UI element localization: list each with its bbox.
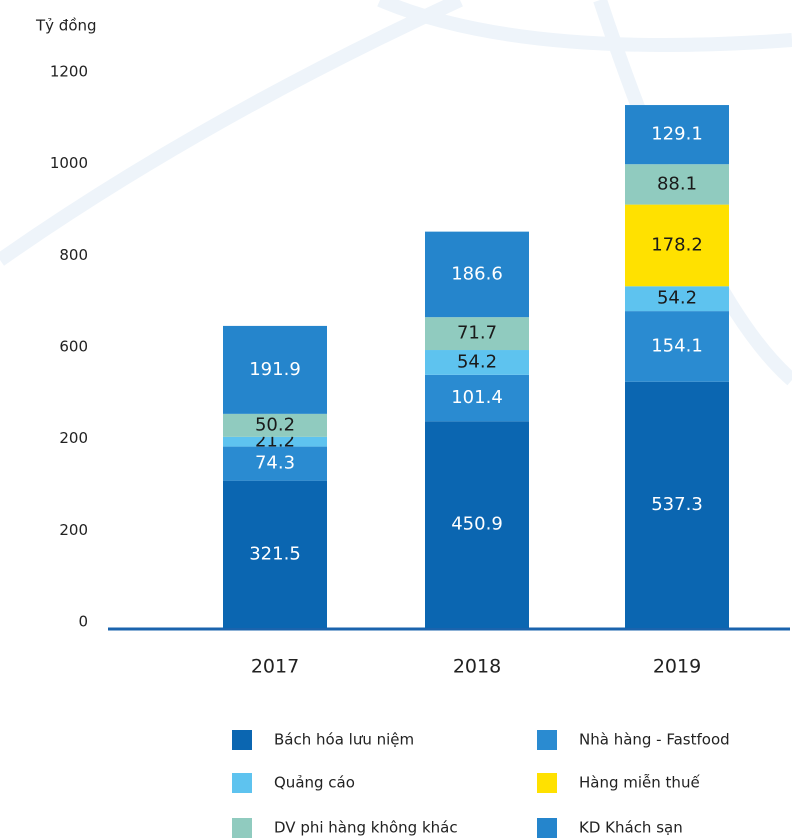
bar-segment [625,381,729,628]
y-tick-label: 0 [78,613,88,631]
bar-segment [425,374,529,422]
bar-segment [223,436,327,447]
plot: 0200200600800100012002017321.574.321.250… [50,63,790,838]
y-tick-label: 1200 [50,63,88,81]
value-label: 101.4 [451,387,503,408]
bar-segment [223,413,327,437]
value-label: 71.7 [457,323,497,344]
bar-segment [223,480,327,628]
legend-label: Hàng miễn thuế [579,774,700,792]
legend-label: DV phi hàng không khác [274,819,458,837]
bar-segment [223,325,327,414]
legend-label: Quảng cáo [274,774,355,792]
bar-segment [625,286,729,312]
bar-segment [625,311,729,382]
value-label: 129.1 [651,124,703,145]
y-tick-label: 200 [59,521,88,539]
bar-segment [425,350,529,375]
bar-segment [425,421,529,628]
legend-label: Bách hóa lưu niệm [274,731,414,749]
legend-label: KD Khách sạn [579,819,683,837]
legend-swatch [232,730,252,750]
bar-segment [625,204,729,287]
value-label: 537.3 [651,494,703,515]
value-label: 88.1 [657,173,697,194]
value-label: 186.6 [451,263,503,284]
x-tick-label: 2018 [453,656,501,678]
value-label: 154.1 [651,335,703,356]
value-label: 54.2 [457,351,497,372]
x-tick-label: 2017 [251,656,299,678]
value-label: 50.2 [255,414,295,435]
legend-label: Nhà hàng - Fastfood [579,731,730,749]
legend-swatch [537,730,557,750]
bar-segment [425,317,529,351]
y-axis-label: Tỷ đồng [35,17,97,35]
y-tick-label: 800 [59,246,88,264]
bar-segment [625,164,729,205]
x-tick-label: 2019 [653,656,701,678]
value-label: 321.5 [249,543,301,564]
y-tick-label: 200 [59,429,88,447]
y-tick-label: 600 [59,338,88,356]
legend-swatch [232,818,252,838]
value-label: 54.2 [657,288,697,309]
value-label: 450.9 [451,514,503,535]
value-label: 191.9 [249,359,301,380]
legend-swatch [537,773,557,793]
bar-segment [425,231,529,318]
y-tick-label: 1000 [50,154,88,172]
legend-swatch [232,773,252,793]
value-label: 74.3 [255,453,295,474]
legend-swatch [537,818,557,838]
bar-segment [625,105,729,165]
bar-segment [223,446,327,481]
value-label: 178.2 [651,234,703,255]
